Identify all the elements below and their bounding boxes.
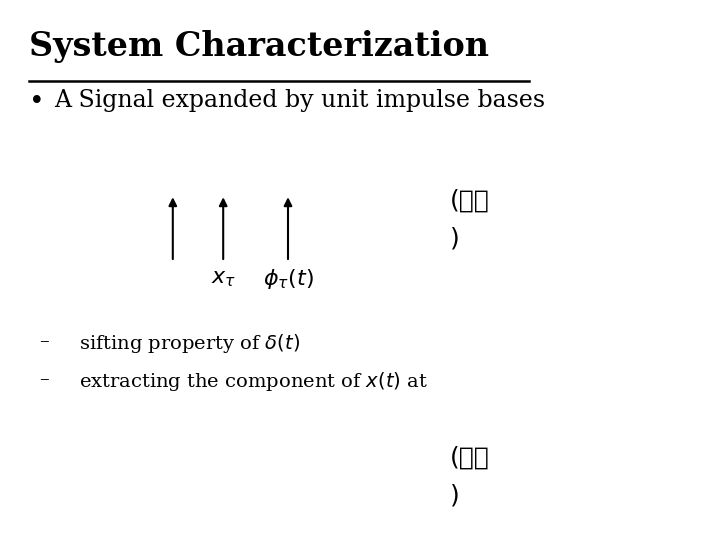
Text: (分析: (分析 bbox=[450, 446, 490, 469]
Text: A Signal expanded by unit impulse bases: A Signal expanded by unit impulse bases bbox=[54, 89, 545, 112]
Text: –: – bbox=[40, 370, 50, 388]
Text: sifting property of $\delta(t)$: sifting property of $\delta(t)$ bbox=[79, 332, 300, 355]
Text: ): ) bbox=[450, 227, 460, 251]
Text: extracting the component of $x(t)$ at: extracting the component of $x(t)$ at bbox=[79, 370, 428, 393]
Text: –: – bbox=[40, 332, 50, 350]
Text: System Characterization: System Characterization bbox=[29, 30, 489, 63]
Text: ): ) bbox=[450, 483, 460, 507]
Text: •: • bbox=[29, 89, 45, 114]
Text: $x_\tau$: $x_\tau$ bbox=[211, 267, 235, 289]
Text: (合成: (合成 bbox=[450, 189, 490, 213]
Text: $\phi_\tau(t)$: $\phi_\tau(t)$ bbox=[263, 267, 313, 291]
